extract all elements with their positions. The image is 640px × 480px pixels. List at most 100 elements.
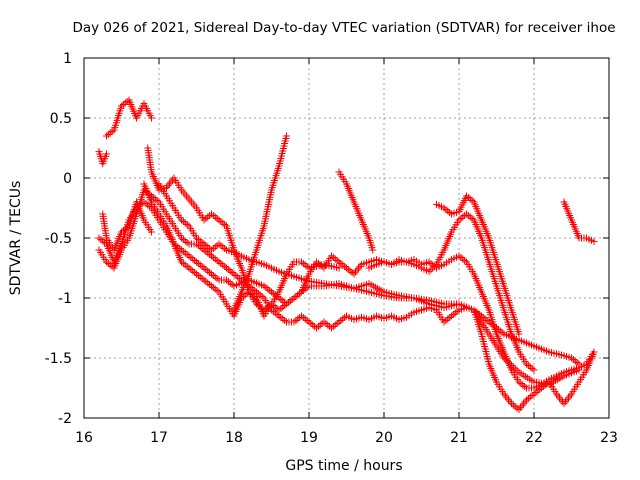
x-tick-label: 23 xyxy=(600,430,618,446)
data-point-arc-4 xyxy=(520,400,527,408)
data-point-arc-3 xyxy=(346,267,354,275)
data-point-arc-4 xyxy=(232,272,240,279)
data-point-arc-5 xyxy=(193,258,200,266)
data-point-arc-4 xyxy=(307,320,315,327)
data-point-arc-4 xyxy=(554,392,562,400)
data-point-arc-3 xyxy=(517,380,525,387)
data-point-arc-5 xyxy=(213,275,221,282)
data-point-arc-4 xyxy=(314,323,322,330)
data-point-arc-6 xyxy=(181,219,189,227)
data-point-arc-3 xyxy=(343,264,350,272)
data-point-arc-4 xyxy=(208,252,215,260)
data-point-arc-10 xyxy=(429,264,437,272)
data-point-arc-4 xyxy=(234,273,242,281)
data-point-arc-5 xyxy=(264,285,272,293)
data-point-arc-3 xyxy=(461,257,469,264)
data-point-arc-9 xyxy=(369,246,377,254)
data-point-arc-3 xyxy=(213,215,221,222)
data-point-arc-10 xyxy=(463,210,470,218)
x-tick-label: 17 xyxy=(150,430,168,446)
data-point-arc-4 xyxy=(215,258,223,266)
data-point-arc-3 xyxy=(209,212,217,219)
data-point-arc-3 xyxy=(329,254,337,261)
y-tick-label: 0.5 xyxy=(50,111,72,127)
data-point-arc-4 xyxy=(322,320,330,327)
data-point-arc-5 xyxy=(290,294,298,302)
data-point-arc-4 xyxy=(273,311,281,318)
data-point-arc-3 xyxy=(275,306,283,314)
data-point-arc-4 xyxy=(198,245,206,252)
data-point-arc-4 xyxy=(221,263,229,270)
data-point-arc-3 xyxy=(215,216,223,224)
y-tick-label: 0 xyxy=(63,171,72,187)
data-point-arc-4 xyxy=(451,309,459,317)
data-point-arc-4 xyxy=(560,400,568,408)
data-point-arc-4 xyxy=(515,406,523,414)
data-point-arc-6 xyxy=(200,240,208,248)
data-point-arc-4 xyxy=(254,290,262,297)
data-point-arc-5 xyxy=(292,293,300,300)
data-point-arc-4 xyxy=(294,315,302,323)
data-point-arc-4 xyxy=(530,390,538,398)
data-point-arc-4 xyxy=(528,392,536,399)
data-point-arc-7 xyxy=(299,260,307,267)
data-point-arc-4 xyxy=(333,320,341,327)
data-point-arc-10 xyxy=(530,366,538,374)
data-point-arc-4 xyxy=(523,396,530,404)
data-point-arc-4 xyxy=(532,389,540,396)
data-point-arc-4 xyxy=(316,321,324,329)
data-point-arc-3 xyxy=(217,218,225,225)
data-point-arc-4 xyxy=(556,394,563,402)
data-point-arc-7 xyxy=(196,273,204,281)
data-point-arc-4 xyxy=(566,392,574,400)
data-point-arc-4 xyxy=(179,236,187,243)
data-point-arc-4 xyxy=(503,394,511,402)
data-point-arc-4 xyxy=(279,315,287,323)
data-point-arc-4 xyxy=(324,321,332,329)
data-point-arc-4 xyxy=(565,394,572,402)
data-point-arc-6 xyxy=(179,218,187,225)
data-point-arc-3 xyxy=(167,178,175,186)
data-point-arc-4 xyxy=(524,395,532,402)
data-point-arc-5 xyxy=(294,291,302,299)
data-point-arc-10 xyxy=(459,213,467,221)
data-point-arc-10 xyxy=(466,213,474,221)
y-tick-label: -1 xyxy=(58,291,72,307)
data-point-arc-4 xyxy=(275,312,283,320)
data-point-arc-3 xyxy=(337,260,345,267)
data-point-arc-4 xyxy=(509,401,517,409)
data-point-arc-5 xyxy=(268,288,275,296)
y-tick-label: -0.5 xyxy=(45,231,72,247)
data-point-arc-6 xyxy=(571,357,579,365)
x-tick-label: 22 xyxy=(525,430,543,446)
data-point-arc-4 xyxy=(196,243,204,251)
data-point-arc-3 xyxy=(166,180,173,188)
x-tick-label: 18 xyxy=(225,430,243,446)
data-point-arc-4 xyxy=(200,246,208,254)
data-point-arc-3 xyxy=(341,263,349,270)
axis-ticks: 16 17 18 19 20 21 22 23 -2 -1.5 -1 -0.5 0 0.5 1 xyxy=(45,51,618,446)
data-point-arc-4 xyxy=(202,248,210,255)
data-point-arc-5 xyxy=(284,299,292,306)
data-point-arc-4 xyxy=(277,314,285,321)
x-axis-label: GPS time / hours xyxy=(285,458,402,474)
data-point-arc-4 xyxy=(236,275,244,282)
data-point-arc-6 xyxy=(211,243,219,251)
data-point-arc-4 xyxy=(213,257,221,264)
data-point-arc-7 xyxy=(181,261,189,269)
data-point-arc-4 xyxy=(217,260,225,267)
data-point-arc-7 xyxy=(335,264,343,272)
data-point-arc-5 xyxy=(206,269,214,276)
data-point-arc-7 xyxy=(206,281,214,288)
data-point-arc-7 xyxy=(213,287,221,294)
data-point-arc-4 xyxy=(251,287,259,294)
data-point-arc-5 xyxy=(275,294,283,302)
data-point-arc-7 xyxy=(183,263,191,270)
data-point-arc-6 xyxy=(194,236,202,243)
data-point-arc-3 xyxy=(459,255,467,263)
data-point-arc-12 xyxy=(590,238,598,246)
data-point-arc-4 xyxy=(502,392,509,400)
data-point-arc-4 xyxy=(226,267,234,275)
data-point-arc-5 xyxy=(266,287,274,294)
